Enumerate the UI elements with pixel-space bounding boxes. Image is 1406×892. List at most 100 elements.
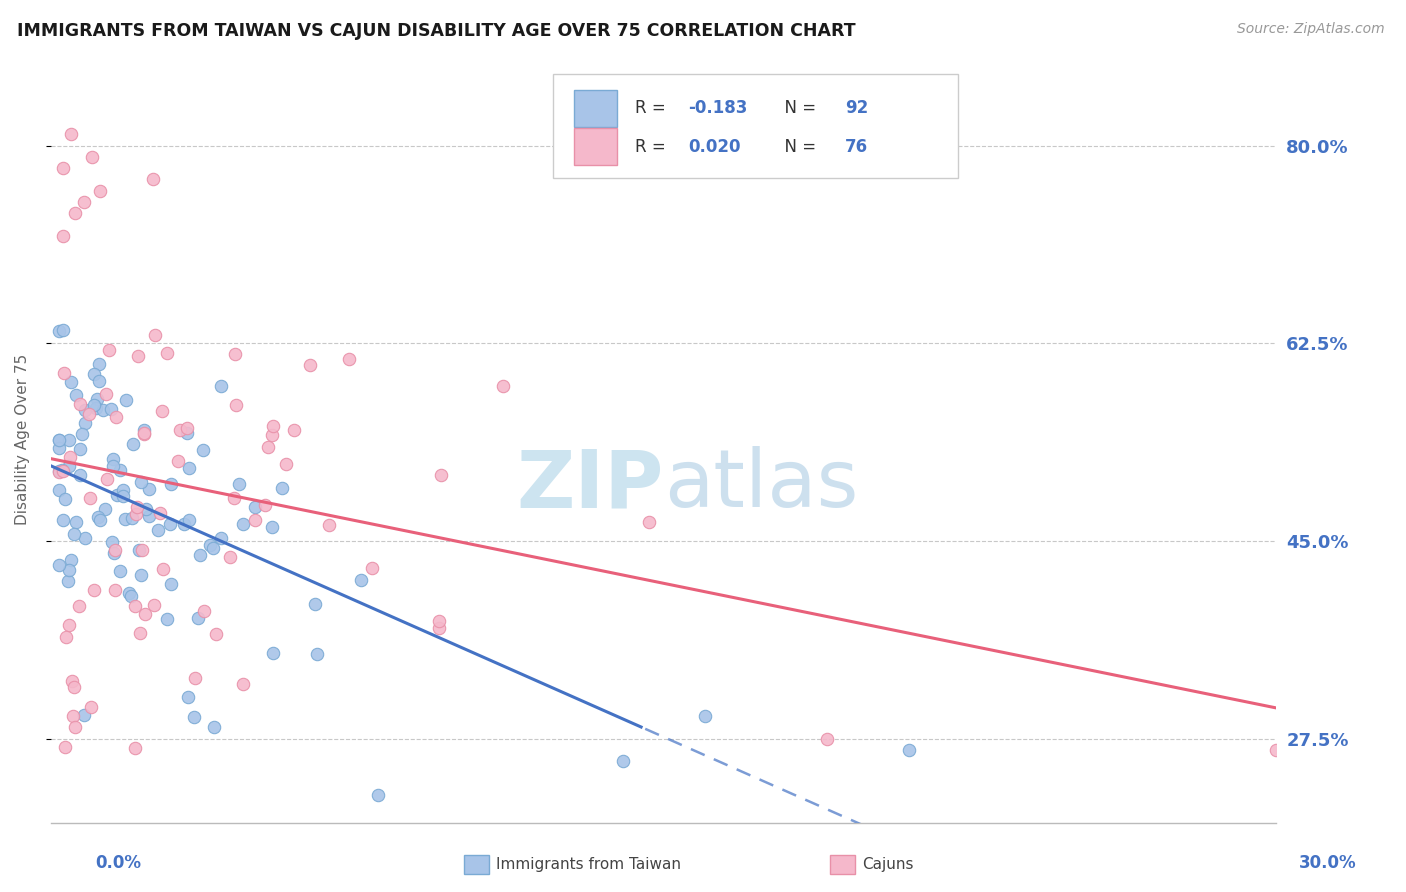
Point [97, 343, 120, 358]
Bar [574, 128, 617, 165]
Point [48, 464, 70, 478]
Point [121, 510, 143, 524]
Point [1265, 743, 1288, 757]
Point [167, 454, 190, 468]
Point [75, 403, 97, 417]
Point [52, 464, 75, 478]
Bar [574, 90, 617, 127]
Point [51, 463, 73, 477]
Point [53, 366, 76, 380]
Text: 0.020: 0.020 [688, 137, 741, 155]
Point [52, 161, 75, 175]
Point [48, 483, 70, 498]
Point [104, 542, 127, 557]
Point [350, 573, 373, 587]
Point [254, 498, 277, 512]
Point [177, 512, 200, 526]
Point [209, 378, 232, 392]
Point [224, 347, 246, 361]
Text: 76: 76 [845, 137, 868, 155]
Point [58, 433, 80, 447]
Point [693, 709, 716, 723]
Point [69, 397, 91, 411]
Text: Immigrants from Taiwan: Immigrants from Taiwan [496, 857, 682, 871]
Point [48, 441, 70, 455]
Point [205, 627, 228, 641]
Point [53, 492, 76, 507]
Point [124, 741, 146, 756]
Point [103, 459, 125, 474]
Point [191, 443, 214, 458]
Point [80, 150, 103, 164]
Point [83, 583, 105, 598]
Point [202, 721, 225, 735]
Point [271, 481, 294, 495]
Point [73, 708, 96, 723]
Point [58, 563, 80, 577]
Point [430, 467, 453, 482]
Point [104, 410, 127, 425]
Point [53, 740, 76, 755]
Point [131, 568, 153, 582]
Point [262, 419, 284, 434]
Point [112, 489, 135, 503]
Point [367, 789, 389, 803]
Point [84, 401, 107, 416]
Point [228, 477, 250, 491]
Point [75, 416, 97, 430]
Text: N =: N = [773, 137, 821, 155]
Point [193, 605, 215, 619]
Point [260, 520, 283, 534]
Point [89, 357, 111, 371]
Point [198, 538, 221, 552]
Point [58, 617, 80, 632]
Point [60, 127, 83, 141]
Point [56, 574, 79, 588]
Point [183, 710, 205, 724]
Point [58, 459, 80, 474]
Point [127, 500, 149, 515]
Point [318, 517, 340, 532]
Point [132, 423, 155, 437]
Point [276, 457, 298, 471]
Point [83, 367, 105, 381]
Point [65, 387, 87, 401]
Point [65, 516, 87, 530]
Point [138, 482, 160, 496]
Point [114, 511, 136, 525]
Point [62, 709, 84, 723]
Point [67, 599, 90, 614]
Point [48, 465, 70, 479]
Point [243, 513, 266, 527]
Point [125, 507, 148, 521]
Point [179, 461, 201, 475]
Text: 92: 92 [845, 99, 869, 117]
Point [232, 516, 254, 531]
Point [89, 184, 111, 198]
Point [150, 403, 173, 417]
Point [128, 625, 150, 640]
Bar [464, 855, 489, 874]
Point [100, 402, 122, 417]
Point [177, 690, 200, 704]
Point [128, 542, 150, 557]
Point [103, 546, 125, 560]
Point [89, 513, 111, 527]
Point [69, 442, 91, 456]
Point [492, 378, 515, 392]
Point [638, 515, 661, 529]
Point [48, 433, 70, 447]
Text: Source: ZipAtlas.com: Source: ZipAtlas.com [1237, 22, 1385, 37]
Point [63, 527, 86, 541]
Point [73, 531, 96, 545]
Point [224, 491, 246, 505]
Point [360, 560, 382, 574]
Text: -0.183: -0.183 [688, 99, 748, 117]
Point [134, 607, 156, 621]
Point [65, 206, 87, 220]
Point [59, 450, 82, 465]
Point [337, 352, 360, 367]
Point [897, 743, 920, 757]
Point [93, 502, 115, 516]
Y-axis label: Disability Age Over 75: Disability Age Over 75 [15, 354, 30, 524]
